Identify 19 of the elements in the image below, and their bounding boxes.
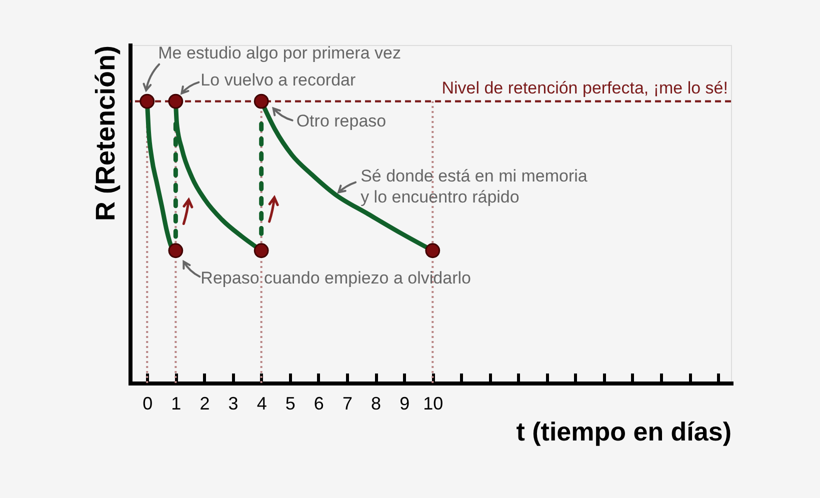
y-axis-title: R (Retención) — [90, 46, 120, 221]
ref-line-label: Nivel de retención perfecta, ¡me lo sé! — [442, 78, 728, 98]
x-tick-label: 8 — [371, 394, 382, 414]
x-tick-label: 1 — [171, 394, 182, 414]
annotation: Otro repaso — [296, 111, 386, 130]
x-tick-label: 4 — [256, 394, 267, 414]
annotation: Repaso cuando empiezo a olvidarlo — [200, 268, 471, 288]
x-tick-label: 10 — [423, 394, 444, 414]
x-tick-label: 7 — [342, 394, 352, 414]
annotation: Me estudio algo por primera vez — [158, 43, 401, 62]
annotation: Sé donde está en mi memoria y lo encuentro rápido — [360, 166, 588, 206]
x-tick-label: 0 — [142, 394, 153, 414]
x-axis-title: t (tiempo en días) — [516, 416, 732, 446]
x-tick-label: 6 — [314, 394, 324, 414]
x-tick-label: 9 — [400, 394, 410, 414]
x-tick-label: 3 — [228, 394, 238, 414]
x-tick-label: 5 — [285, 394, 296, 414]
x-tick-label: 2 — [200, 394, 210, 414]
annotation: Lo vuelvo a recordar — [200, 70, 356, 90]
